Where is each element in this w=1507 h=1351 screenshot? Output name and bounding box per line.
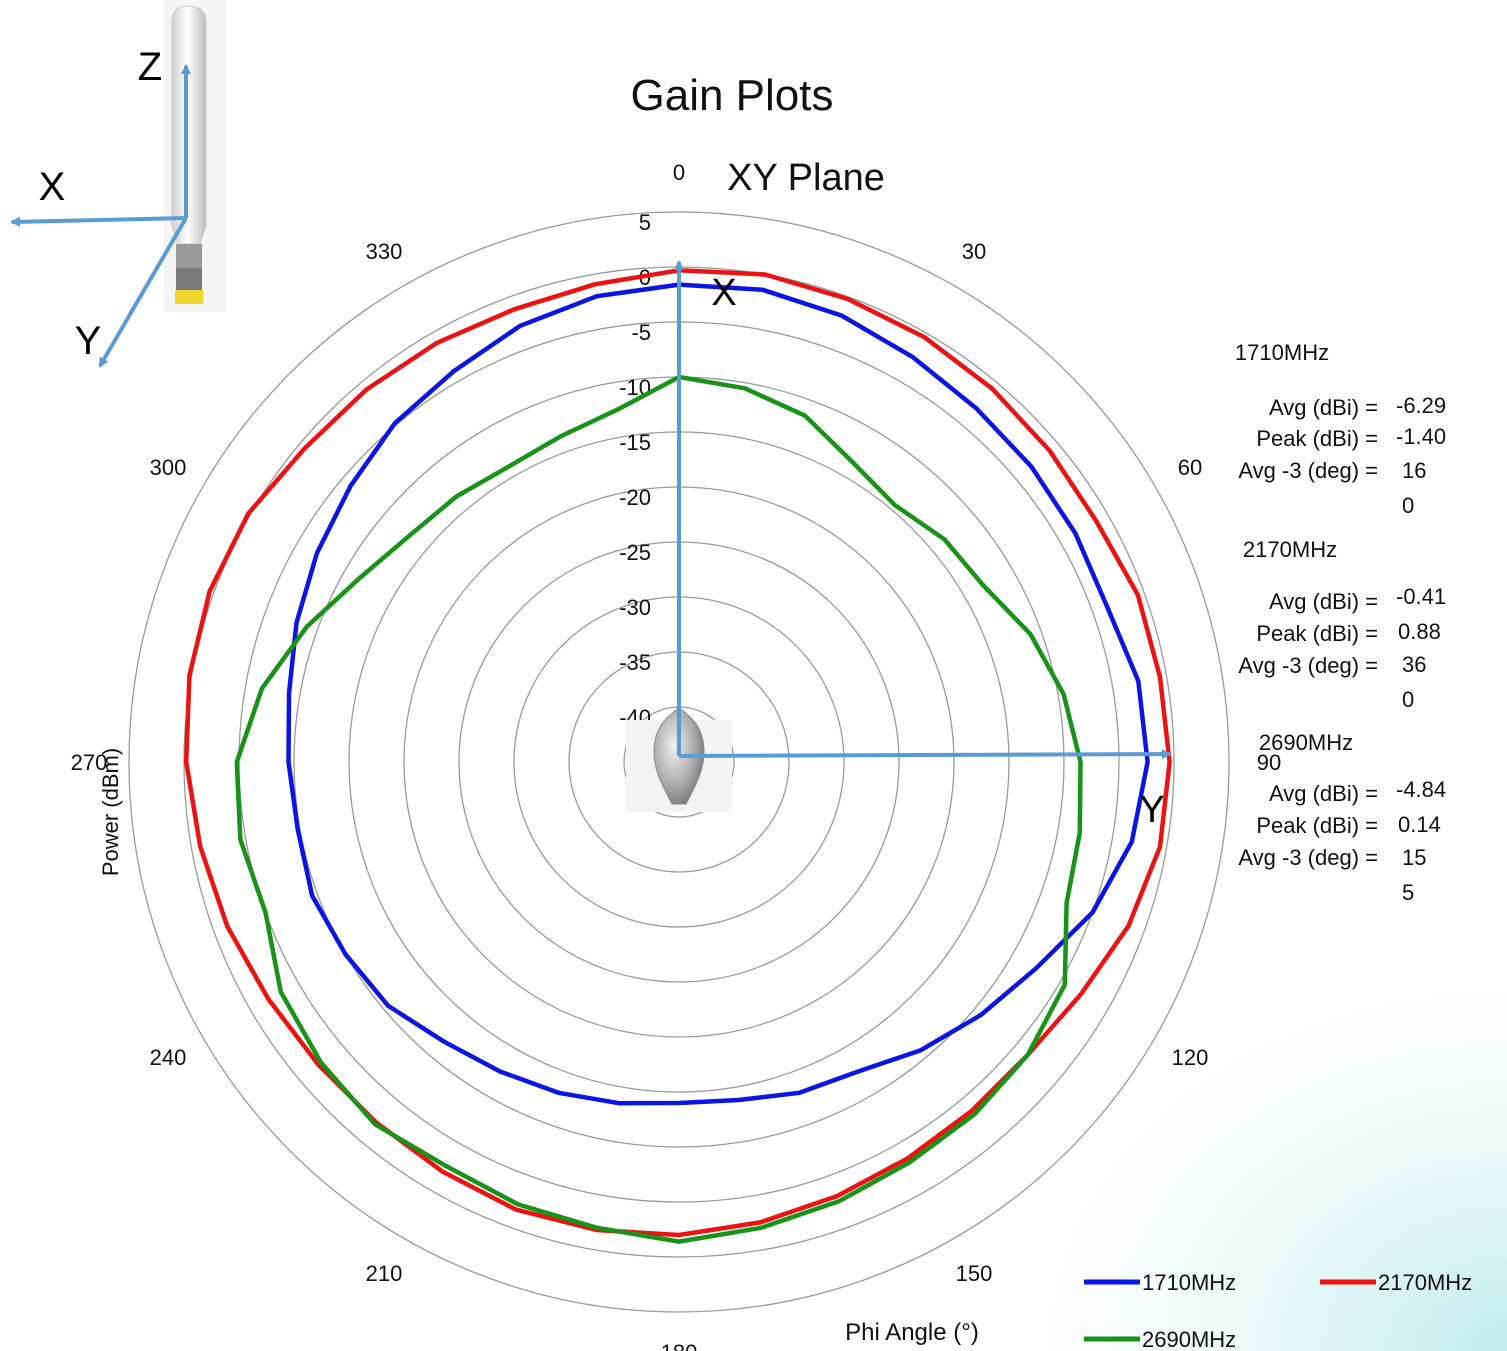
page-title: Gain Plots (631, 71, 834, 120)
series-line-1710mhz (286, 282, 1150, 1106)
stats-beam-label-2170: Avg -3 (deg) = (1238, 653, 1378, 678)
antenna-connector-base (176, 268, 202, 290)
radial-tick-label: -35 (619, 650, 651, 675)
radial-tick-label: -20 (619, 485, 651, 510)
series-layer (183, 268, 1172, 1244)
angle-tick-label: 240 (150, 1045, 187, 1070)
stats-beam-value2-2170: 0 (1402, 687, 1414, 712)
antenna-orientation-illustration: Z X Y (10, 0, 226, 368)
legend-item-1710: 1710MHz (1084, 1270, 1236, 1295)
angle-tick-label: 30 (962, 239, 986, 264)
radial-tick-label: 5 (639, 210, 651, 235)
stats-avg-label-2690: Avg (dBi) = (1269, 781, 1378, 806)
stats-panel: 1710MHz Avg (dBi) = -6.29 Peak (dBi) = -… (1235, 340, 1446, 905)
radial-tick-labels: 50-5-10-15-20-25-30-35-40 (619, 210, 651, 730)
stats-avg-value-2690: -4.84 (1396, 777, 1446, 802)
antenna-connector (176, 244, 202, 268)
stats-freq-2690: 2690MHz (1259, 730, 1353, 755)
angle-tick-label: 300 (150, 455, 187, 480)
antenna-body (171, 5, 207, 245)
radial-tick-label: -5 (631, 320, 651, 345)
stats-peak-value-1710: -1.40 (1396, 424, 1446, 449)
y-axis-title: Power (dBm) (98, 748, 123, 876)
angle-tick-label: 60 (1178, 455, 1202, 480)
stats-peak-label-2170: Peak (dBi) = (1256, 621, 1378, 646)
stats-avg-value-1710: -6.29 (1396, 393, 1446, 418)
plot-y-direction-label: Y (1139, 789, 1164, 831)
stats-beam-value-1710: 16 (1402, 458, 1426, 483)
stats-beam-label-2690: Avg -3 (deg) = (1238, 845, 1378, 870)
x-axis-label: X (39, 165, 66, 209)
stats-avg-label-2170: Avg (dBi) = (1269, 589, 1378, 614)
grid-ring (128, 211, 1230, 1313)
angle-tick-labels: 0 30 60 90 120 150 180 210 240 270 300 330 (71, 160, 1282, 1351)
stats-peak-value-2690: 0.14 (1398, 812, 1441, 837)
angle-tick-label: 150 (956, 1261, 993, 1286)
radial-tick-label: -30 (619, 595, 651, 620)
angle-tick-label: 210 (366, 1261, 403, 1286)
plot-y-direction-arrow (678, 749, 1172, 760)
angle-tick-label: 270 (71, 750, 108, 775)
legend-item-2170: 2170MHz (1320, 1270, 1472, 1295)
stats-beam-value2-1710: 0 (1402, 493, 1414, 518)
stats-freq-1710: 1710MHz (1235, 340, 1329, 365)
legend: 1710MHz 2170MHz 2690MHz (1084, 1270, 1472, 1351)
series-line-2170mhz (183, 268, 1172, 1238)
stats-freq-2170: 2170MHz (1243, 537, 1337, 562)
angle-tick-label: 0 (673, 160, 685, 185)
x-axis-arrow (10, 216, 187, 227)
chart-title: XY Plane (727, 157, 885, 199)
angle-tick-label: 180 (661, 1340, 698, 1351)
legend-item-2690: 2690MHz (1084, 1327, 1236, 1351)
angle-tick-label: 90 (1257, 750, 1281, 775)
y-axis-label: Y (75, 319, 102, 363)
y-axis-arrow (98, 216, 188, 368)
angle-tick-label: 120 (1172, 1045, 1209, 1070)
stats-avg-value-2170: -0.41 (1396, 584, 1446, 609)
angle-tick-label: 330 (366, 239, 403, 264)
radial-tick-label: -25 (619, 540, 651, 565)
stats-peak-value-2170: 0.88 (1398, 619, 1441, 644)
stats-peak-label-2690: Peak (dBi) = (1256, 813, 1378, 838)
z-axis-label: Z (138, 45, 162, 89)
series-line-2690mhz (234, 374, 1083, 1244)
legend-label-2690: 2690MHz (1142, 1327, 1236, 1351)
stats-beam-value2-2690: 5 (1402, 880, 1414, 905)
radial-tick-label: -15 (619, 430, 651, 455)
stats-avg-label-1710: Avg (dBi) = (1269, 395, 1378, 420)
stats-peak-label-1710: Peak (dBi) = (1256, 426, 1378, 451)
x-axis-title: Phi Angle (°) (845, 1319, 979, 1346)
legend-label-1710: 1710MHz (1142, 1270, 1236, 1295)
legend-label-2170: 2170MHz (1378, 1270, 1472, 1295)
stats-beam-value-2690: 15 (1402, 845, 1426, 870)
plot-x-direction-label: X (711, 272, 736, 314)
stats-beam-value-2170: 36 (1402, 652, 1426, 677)
antenna-connector-thread (175, 290, 203, 304)
stats-beam-label-1710: Avg -3 (deg) = (1238, 458, 1378, 483)
